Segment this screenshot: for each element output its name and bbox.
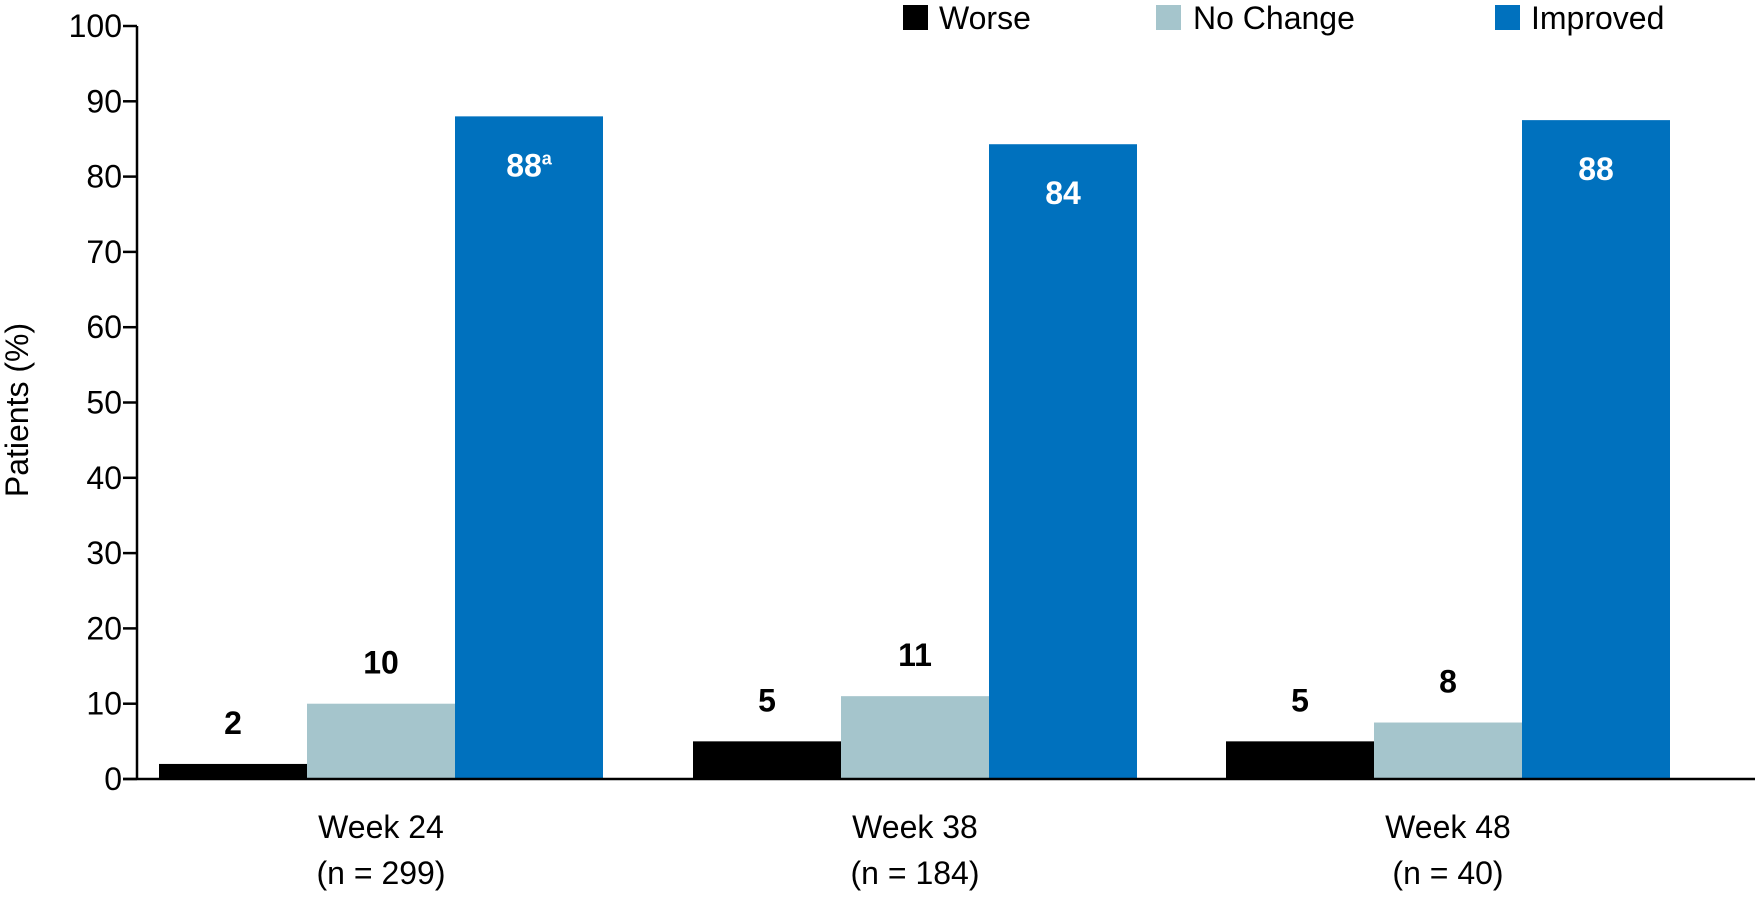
x-category-sample-size: (n = 299): [317, 855, 446, 891]
y-tick-label: 100: [69, 8, 122, 44]
y-tick-label: 30: [86, 535, 122, 571]
data-label: 84: [1045, 175, 1081, 211]
bar-improved: [1522, 120, 1670, 779]
data-label: 10: [363, 645, 399, 681]
x-category-label: Week 24: [318, 809, 444, 845]
x-category-label: Week 38: [852, 809, 978, 845]
legend-swatch: [1156, 5, 1181, 30]
data-label: 5: [758, 682, 776, 718]
axes: [123, 26, 1755, 781]
legend-label: Worse: [939, 0, 1031, 36]
bars: [159, 116, 1670, 780]
y-axis-ticks: 0 10 20 30 40 50 60 70 80 90 100: [69, 8, 137, 797]
legend-label: No Change: [1193, 0, 1355, 36]
legend-swatch: [1495, 5, 1520, 30]
bar-improved: [989, 144, 1137, 779]
y-tick-label: 0: [104, 761, 122, 797]
y-tick-label: 10: [86, 686, 122, 722]
bar-worse: [1226, 741, 1374, 779]
y-tick-label: 50: [86, 385, 122, 421]
bar-no-change: [1374, 722, 1522, 779]
y-tick-label: 60: [86, 309, 122, 345]
category-labels: Week 24 (n = 299) Week 38 (n = 184) Week 48 (…: [317, 809, 1511, 891]
data-label: 5: [1291, 682, 1309, 718]
data-label: 2: [224, 705, 242, 741]
legend-label: Improved: [1531, 0, 1664, 36]
x-category-sample-size: (n = 40): [1392, 855, 1503, 891]
y-tick-label: 80: [86, 159, 122, 195]
bar-worse: [693, 741, 841, 779]
y-tick-label: 70: [86, 234, 122, 270]
x-category-sample-size: (n = 184): [851, 855, 980, 891]
y-axis-title: Patients (%): [0, 323, 35, 497]
bar-worse: [159, 763, 307, 779]
legend-swatch: [903, 5, 928, 30]
data-label: 88: [1578, 151, 1614, 187]
legend: Worse No Change Improved: [903, 0, 1664, 36]
y-tick-label: 20: [86, 610, 122, 646]
data-label: 8: [1439, 664, 1457, 700]
y-tick-label: 90: [86, 83, 122, 119]
data-label: 88a: [506, 147, 553, 183]
y-axis-title-group: Patients (%): [0, 323, 35, 497]
bar-no-change: [307, 703, 455, 779]
y-tick-label: 40: [86, 460, 122, 496]
data-label: 11: [898, 637, 932, 673]
x-category-label: Week 48: [1385, 809, 1511, 845]
bar-no-change: [841, 696, 989, 779]
data-label-superscript: a: [542, 148, 553, 168]
bar-improved: [455, 116, 603, 780]
